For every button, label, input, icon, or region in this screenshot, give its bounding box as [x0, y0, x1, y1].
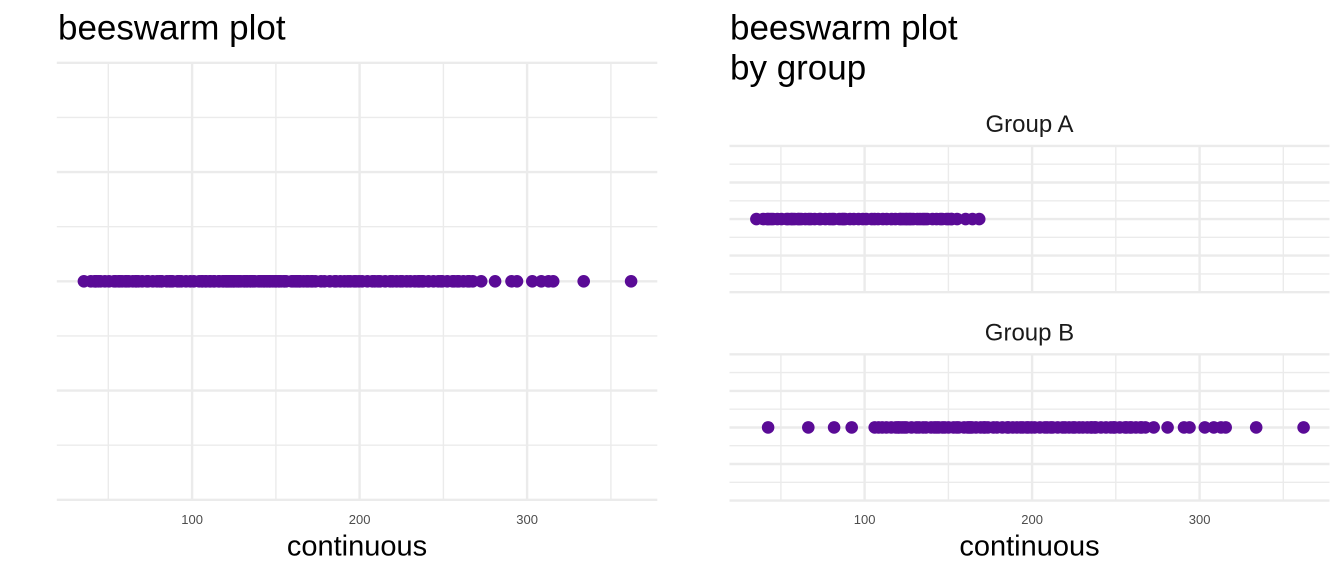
svg-text:continuous: continuous — [287, 530, 427, 562]
svg-text:beeswarm plot: beeswarm plot — [58, 9, 286, 48]
svg-text:continuous: continuous — [959, 530, 1099, 562]
svg-text:200: 200 — [1021, 512, 1043, 527]
svg-text:300: 300 — [1189, 512, 1211, 527]
svg-text:Group B: Group B — [985, 319, 1074, 346]
svg-text:Group A: Group A — [985, 111, 1073, 138]
svg-text:100: 100 — [181, 512, 203, 527]
svg-text:100: 100 — [854, 512, 876, 527]
svg-text:by group: by group — [730, 48, 866, 87]
svg-text:300: 300 — [516, 512, 538, 527]
svg-text:beeswarm plot: beeswarm plot — [730, 9, 958, 48]
svg-text:200: 200 — [349, 512, 371, 527]
